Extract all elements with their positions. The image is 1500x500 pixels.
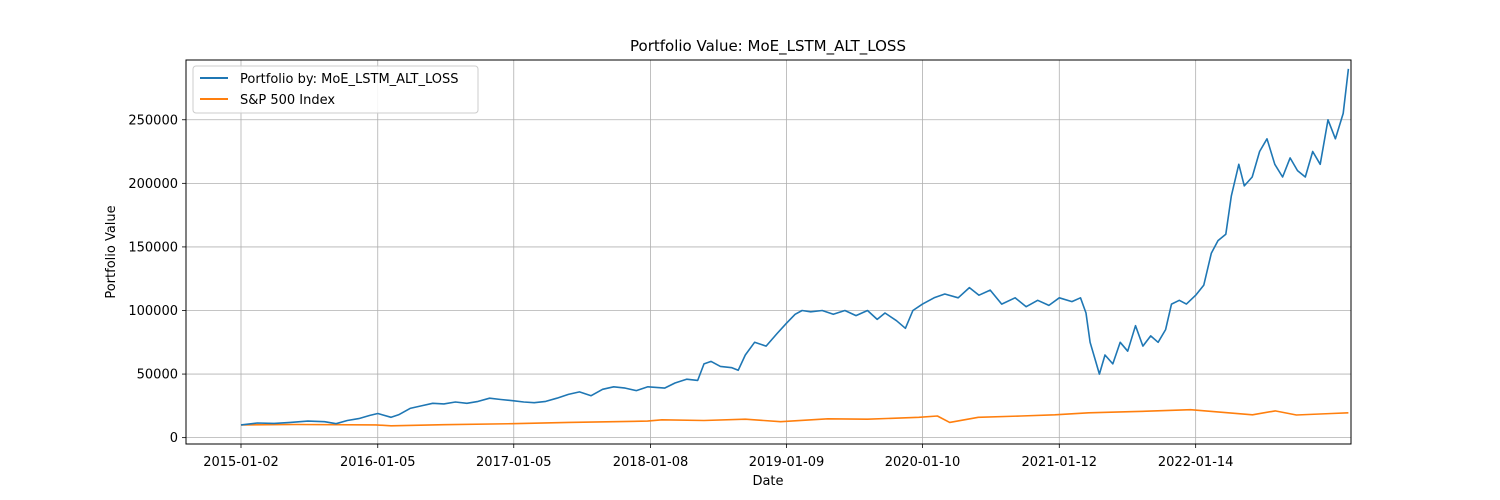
- y-axis-label: Portfolio Value: [104, 205, 119, 298]
- x-tick-label: 2018-01-08: [613, 455, 689, 470]
- x-tick-label: 2015-01-02: [203, 455, 279, 470]
- x-tick-label: 2016-01-05: [340, 455, 416, 470]
- x-tick-label: 2017-01-05: [476, 455, 552, 470]
- x-axis: 2015-01-02 2016-01-05 2017-01-05 2018-01-08…: [203, 444, 1233, 470]
- legend-label-portfolio: Portfolio by: MoE_LSTM_ALT_LOSS: [240, 72, 458, 87]
- series-line-sp500: [240, 408, 1349, 427]
- y-tick-label: 150000: [128, 240, 178, 255]
- legend: Portfolio by: MoE_LSTM_ALT_LOSS S&P 500 …: [192, 65, 479, 114]
- x-tick-label: 2021-01-12: [1022, 455, 1098, 470]
- x-tick-label: 2020-01-10: [885, 455, 961, 470]
- legend-box: [192, 65, 479, 114]
- chart-title: Portfolio Value: MoE_LSTM_ALT_LOSS: [630, 37, 906, 56]
- y-tick-label: 100000: [128, 304, 178, 319]
- plot-frame: [185, 59, 1352, 445]
- series-layer: [240, 68, 1350, 427]
- x-tick-label: 2019-01-09: [749, 455, 825, 470]
- series-line-portfolio: [240, 68, 1350, 426]
- y-tick-label: 200000: [128, 177, 178, 192]
- x-axis-label: Date: [752, 474, 783, 489]
- y-axis: 0 50000 100000 150000 200000 250000: [128, 113, 186, 446]
- y-tick-label: 250000: [128, 113, 178, 128]
- y-tick-label: 0: [170, 431, 178, 446]
- plot-area: [185, 59, 1352, 445]
- grid-lines: [186, 60, 1351, 444]
- plot-background: [186, 60, 1351, 444]
- legend-label-sp500: S&P 500 Index: [240, 93, 335, 108]
- x-tick-label: 2022-01-14: [1158, 455, 1234, 470]
- y-tick-label: 50000: [137, 368, 178, 383]
